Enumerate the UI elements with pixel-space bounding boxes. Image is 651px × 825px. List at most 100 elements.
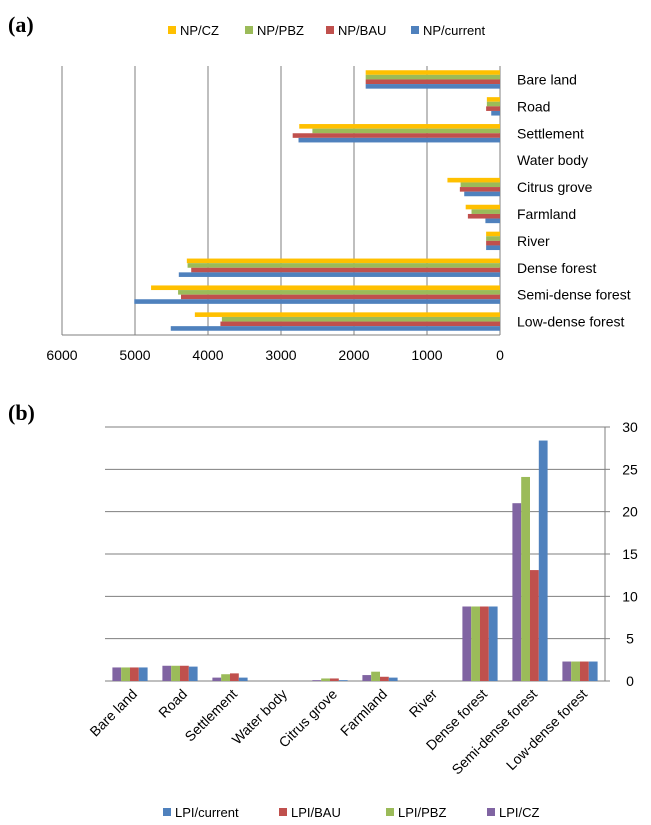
x-tick-label: 2000 [338, 347, 369, 363]
bar-np-current-dense-forest [178, 272, 501, 277]
y-tick-label: 5 [626, 631, 634, 647]
legend-label: LPI/current [175, 805, 239, 820]
bar-lpi-pbz-farmland [371, 671, 380, 681]
bar-np-cz-citrus-grove [447, 177, 500, 183]
legend-swatch-lpi-bau [279, 808, 287, 816]
bar-lpi-current-settlement [238, 677, 248, 681]
category-label: River [517, 233, 550, 249]
panel-a-label: (a) [8, 12, 34, 37]
legend-swatch-np-bau [326, 26, 334, 34]
bar-np-pbz-road [486, 101, 500, 107]
category-label: River [406, 686, 441, 721]
bar-np-current-semi-dense-forest [134, 299, 500, 304]
bar-np-pbz-river [486, 236, 500, 241]
x-tick-label: 0 [496, 347, 504, 363]
bar-lpi-current-farmland [388, 677, 398, 681]
bar-np-bau-road [486, 106, 500, 111]
category-label: Road [155, 686, 190, 721]
category-label: Bare land [86, 686, 140, 740]
bar-np-current-citrus-grove [464, 191, 500, 197]
bar-np-current-settlement [298, 137, 500, 143]
bar-lpi-cz-low-dense-forest [562, 661, 572, 681]
legend-swatch-np-pbz [245, 26, 253, 34]
bar-lpi-pbz-road [171, 665, 180, 681]
x-tick-label: 6000 [46, 347, 77, 363]
bar-np-cz-road [486, 97, 500, 102]
legend-label: LPI/PBZ [398, 805, 446, 820]
bar-lpi-bau-settlement [230, 673, 239, 681]
x-tick-label: 1000 [411, 347, 442, 363]
bar-lpi-pbz-dense-forest [471, 606, 480, 681]
panel-a-np-chart: (a) 6000 5000 4000 3000 2000 1000 0 Bare land Roa… [8, 12, 631, 363]
legend-swatch-np-cz [168, 26, 176, 34]
category-label: Road [517, 98, 550, 114]
bar-lpi-current-low-dense-forest [588, 661, 598, 681]
category-label: Farmland [517, 206, 576, 222]
bar-np-pbz-semi-dense-forest [178, 290, 500, 295]
bar-np-pbz-low-dense-forest [221, 316, 500, 322]
bar-np-current-river [486, 245, 500, 251]
bar-lpi-bau-farmland [380, 676, 389, 681]
bar-np-cz-semi-dense-forest [151, 285, 500, 291]
legend-swatch-lpi-pbz [386, 808, 394, 816]
legend-label: NP/current [423, 23, 486, 38]
bar-np-cz-dense-forest [186, 258, 500, 264]
bar-lpi-current-dense-forest [488, 606, 498, 681]
bar-lpi-cz-bare-land [112, 667, 122, 681]
legend-label: LPI/BAU [291, 805, 341, 820]
bar-np-bau-semi-dense-forest [180, 294, 501, 300]
bar-np-cz-bare-land [365, 70, 500, 75]
category-label: Water body [517, 152, 588, 168]
bar-np-cz-settlement [299, 124, 500, 129]
bar-lpi-cz-road [162, 665, 172, 681]
y-tick-label: 25 [622, 461, 638, 477]
bar-lpi-pbz-citrus-grove [321, 678, 330, 681]
bar-np-bau-bare-land [365, 79, 500, 85]
category-label: Settlement [517, 125, 584, 141]
x-tick-label: 4000 [192, 347, 223, 363]
legend-label: NP/BAU [338, 23, 386, 38]
bar-lpi-cz-semi-dense-forest [512, 503, 522, 681]
bar-lpi-pbz-bare-land [121, 667, 130, 681]
x-tick-label: 5000 [119, 347, 150, 363]
bar-np-current-farmland [485, 218, 500, 224]
bar-np-cz-river [486, 231, 500, 237]
bar-np-cz-low-dense-forest [194, 312, 501, 317]
bar-lpi-bau-dense-forest [480, 606, 489, 681]
bar-np-pbz-citrus-grove [460, 182, 500, 188]
bar-np-bau-settlement [292, 133, 500, 138]
category-label: Bare land [517, 71, 577, 87]
category-label: Semi-dense forest [517, 287, 631, 303]
bar-np-current-low-dense-forest [170, 326, 500, 331]
bar-lpi-bau-low-dense-forest [580, 661, 589, 681]
bar-np-bau-citrus-grove [459, 187, 500, 192]
bar-lpi-bau-bare-land [130, 667, 139, 681]
bar-np-current-bare-land [365, 84, 500, 89]
bar-np-bau-low-dense-forest [220, 321, 500, 327]
category-label: Semi-dense forest [448, 686, 540, 778]
bar-np-bau-dense-forest [191, 267, 500, 273]
legend-label: NP/CZ [180, 23, 219, 38]
bar-lpi-current-bare-land [138, 667, 148, 681]
bar-lpi-current-semi-dense-forest [538, 440, 548, 681]
legend-swatch-lpi-cz [487, 808, 495, 816]
bar-lpi-cz-dense-forest [462, 606, 472, 681]
bar-lpi-pbz-low-dense-forest [571, 661, 580, 681]
bar-np-current-road [491, 110, 500, 116]
category-label: Citrus grove [517, 179, 593, 195]
bar-np-pbz-bare-land [365, 74, 500, 80]
category-label: Dense forest [517, 260, 596, 276]
bar-np-pbz-farmland [471, 209, 500, 214]
y-tick-label: 20 [622, 504, 638, 520]
y-tick-label: 10 [622, 588, 638, 604]
x-tick-label: 3000 [265, 347, 296, 363]
y-tick-label: 30 [622, 419, 638, 435]
bar-lpi-bau-semi-dense-forest [530, 570, 539, 681]
bar-lpi-pbz-semi-dense-forest [521, 476, 530, 681]
bar-np-pbz-settlement [312, 128, 500, 134]
bar-lpi-bau-road [180, 665, 189, 681]
bar-lpi-pbz-settlement [221, 674, 230, 681]
bar-lpi-current-road [188, 666, 198, 681]
bar-lpi-cz-settlement [212, 677, 222, 681]
